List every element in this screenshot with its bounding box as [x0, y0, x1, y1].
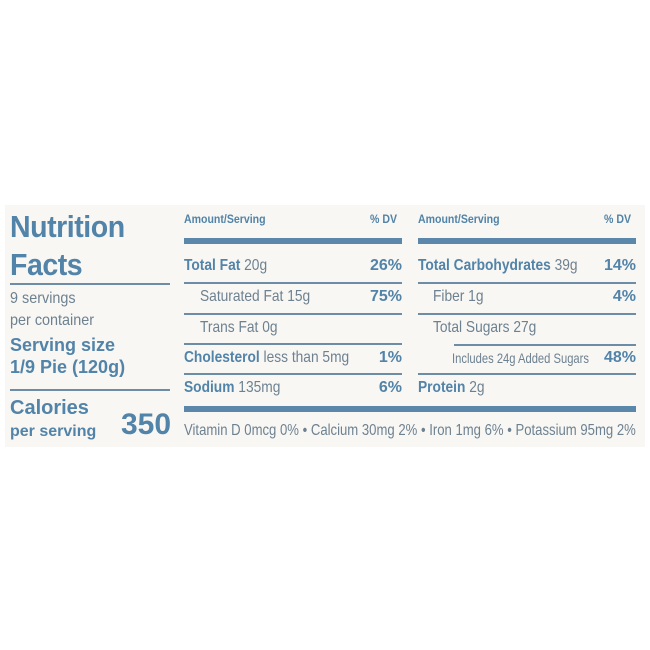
serving-size-label: Serving size [10, 335, 116, 355]
amount-header: Amount/Serving [184, 212, 266, 226]
divider [418, 282, 636, 284]
divider [10, 389, 170, 391]
row-total-sugars: Total Sugars 27g [433, 319, 537, 336]
thick-bar [184, 406, 636, 412]
row-protein: Protein 2g [418, 379, 485, 396]
amount-header: Amount/Serving [418, 212, 500, 226]
calories-label: Calories [10, 397, 89, 419]
row-saturated-fat: Saturated Fat 15g [200, 288, 311, 305]
servings-line2: per container [10, 312, 95, 329]
row-sodium: Sodium 135mg [184, 379, 281, 396]
divider [418, 373, 636, 375]
row-cholesterol: Cholesterol less than 5mg [184, 349, 350, 366]
row-total-carbohydrates: Total Carbohydrates 39g [418, 257, 578, 274]
row-added-sugars: Includes 24g Added Sugars [452, 350, 589, 366]
divider [10, 283, 170, 285]
thick-bar [184, 238, 402, 244]
title-line1: Nutrition [10, 209, 125, 244]
dv-header: % DV [604, 212, 632, 226]
dv-added-sugars: 48% [603, 349, 636, 366]
dv-saturated-fat: 75% [369, 288, 402, 305]
divider [184, 343, 402, 345]
row-fiber: Fiber 1g [433, 288, 484, 305]
dv-total-fat: 26% [369, 257, 402, 274]
dv-fiber: 4% [612, 288, 636, 305]
divider [184, 282, 402, 284]
row-total-fat: Total Fat 20g [184, 257, 268, 274]
divider [184, 313, 402, 315]
dv-cholesterol: 1% [378, 349, 402, 366]
divider [418, 313, 636, 315]
thick-bar [418, 238, 636, 244]
divider [454, 344, 636, 346]
calories-sub: per serving [10, 423, 97, 440]
divider [184, 373, 402, 375]
dv-header: % DV [370, 212, 398, 226]
title-line2: Facts [10, 247, 83, 282]
serving-size-value: 1/9 Pie (120g) [10, 357, 126, 377]
calories-value: 350 [121, 408, 172, 441]
servings-line1: 9 servings [10, 290, 76, 307]
row-trans-fat: Trans Fat 0g [200, 319, 278, 336]
dv-total-carbohydrates: 14% [603, 257, 636, 274]
dv-sodium: 6% [378, 379, 402, 396]
vitamins-minerals-footer: Vitamin D 0mcg 0% • Calcium 30mg 2% • Ir… [184, 422, 636, 439]
